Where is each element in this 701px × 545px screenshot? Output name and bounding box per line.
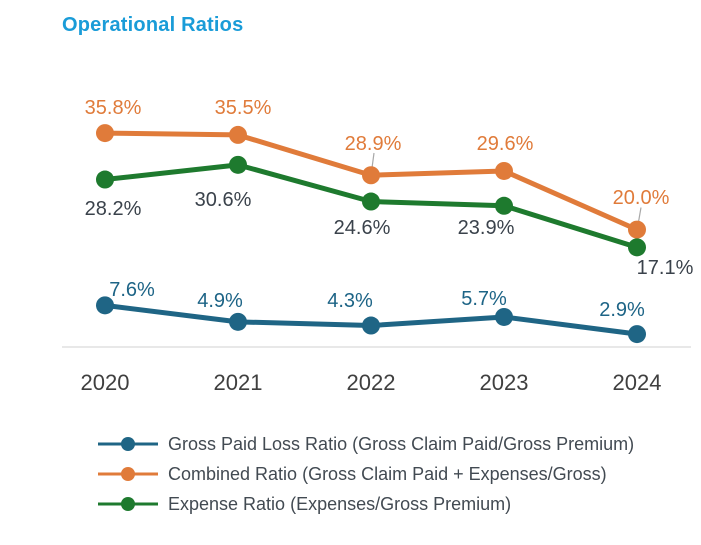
data-point-combined-2023 <box>495 161 513 180</box>
legend-line-dot-icon <box>98 437 158 451</box>
data-point-combined-2024 <box>628 220 646 239</box>
data-point-loss-2020 <box>96 296 114 315</box>
label-leader-line <box>637 207 642 223</box>
x-tick-label-2022: 2022 <box>347 370 396 395</box>
page-title: Operational Ratios <box>62 14 244 36</box>
data-point-loss-2024 <box>628 325 646 344</box>
data-label-expense-2021: 30.6% <box>195 189 252 211</box>
data-label-expense-2024: 17.1% <box>637 257 694 279</box>
data-point-expense-2021 <box>229 155 247 174</box>
data-label-expense-2020: 28.2% <box>85 198 142 220</box>
data-point-expense-2023 <box>495 196 513 215</box>
data-point-loss-2023 <box>495 307 513 326</box>
data-label-combined-2021: 35.5% <box>215 97 272 119</box>
data-label-combined-2023: 29.6% <box>477 133 534 155</box>
legend-label: Combined Ratio (Gross Claim Paid + Expen… <box>168 463 607 484</box>
legend-item-loss: Gross Paid Loss Ratio (Gross Claim Paid/… <box>97 429 634 459</box>
legend-item-combined: Combined Ratio (Gross Claim Paid + Expen… <box>97 459 634 489</box>
legend-item-expense: Expense Ratio (Expenses/Gross Premium) <box>97 489 634 519</box>
data-label-combined-2024: 20.0% <box>613 187 670 209</box>
data-point-expense-2024 <box>628 238 646 257</box>
data-label-loss-2020: 7.6% <box>109 279 155 301</box>
data-label-loss-2022: 4.3% <box>327 290 373 312</box>
x-tick-label-2024: 2024 <box>613 370 662 395</box>
legend-line-dot-icon <box>98 467 158 481</box>
legend-label: Expense Ratio (Expenses/Gross Premium) <box>168 493 512 514</box>
data-point-loss-2022 <box>362 316 380 335</box>
data-label-loss-2021: 4.9% <box>197 290 243 312</box>
x-tick-label-2023: 2023 <box>480 370 529 395</box>
data-label-combined-2020: 35.8% <box>85 97 142 119</box>
data-label-expense-2022: 24.6% <box>334 217 391 239</box>
data-point-combined-2022 <box>362 166 380 185</box>
data-point-expense-2022 <box>362 192 380 211</box>
data-label-combined-2022: 28.9% <box>345 133 402 155</box>
data-point-combined-2021 <box>229 125 247 144</box>
x-tick-label-2021: 2021 <box>214 370 263 395</box>
data-label-expense-2023: 23.9% <box>458 217 515 239</box>
data-point-combined-2020 <box>96 124 114 143</box>
data-label-loss-2024: 2.9% <box>599 299 645 321</box>
legend-line-dot-icon <box>98 497 158 511</box>
data-point-loss-2021 <box>229 312 247 331</box>
label-leader-line <box>371 152 375 169</box>
data-label-loss-2023: 5.7% <box>461 288 507 310</box>
legend-label: Gross Paid Loss Ratio (Gross Claim Paid/… <box>168 433 635 454</box>
data-point-expense-2020 <box>96 170 114 189</box>
chart-legend: Gross Paid Loss Ratio (Gross Claim Paid/… <box>97 429 634 519</box>
x-tick-label-2020: 2020 <box>81 370 130 395</box>
